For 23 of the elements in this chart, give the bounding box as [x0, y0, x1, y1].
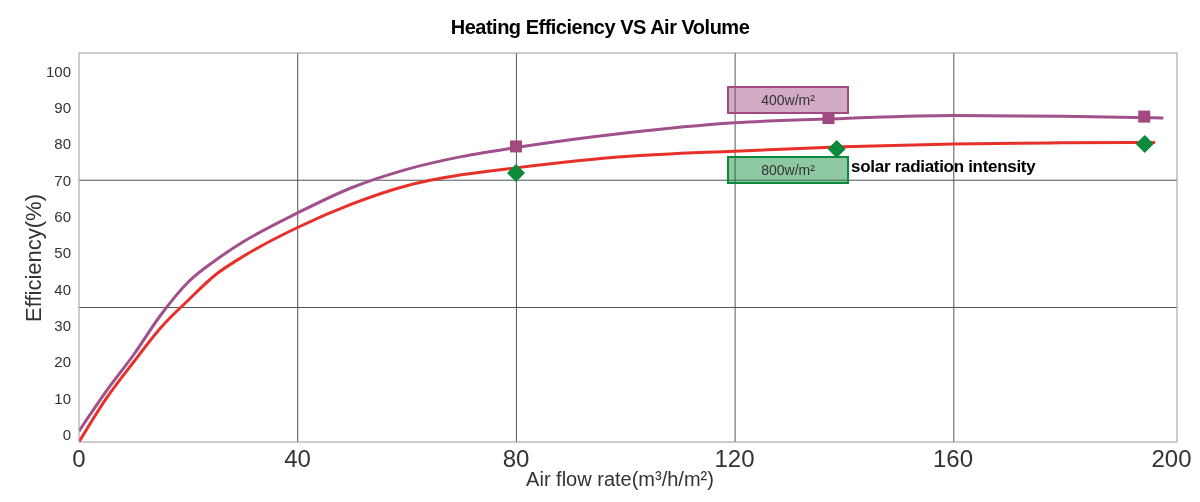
- y-tick-label: 70: [54, 171, 71, 189]
- chart-title: Heating Efficiency VS Air Volume: [449, 16, 751, 39]
- point: [507, 163, 526, 182]
- x-tick-label: 200: [1151, 445, 1192, 473]
- y-tick-label: 0: [62, 426, 71, 444]
- x-tick-label: 160: [933, 445, 974, 473]
- y-tick-label: 30: [54, 316, 71, 334]
- y-tick-label: 20: [54, 353, 71, 371]
- x-tick-label: 120: [714, 445, 755, 473]
- y-tick-label: 40: [54, 280, 71, 298]
- point: [827, 139, 846, 158]
- x-tick-label: 40: [284, 445, 311, 473]
- annotation: solar radiation intensity: [851, 156, 1036, 177]
- y-tick-label: 80: [54, 135, 71, 153]
- y-tick-label: 50: [54, 244, 71, 262]
- y-tick-label: 100: [45, 62, 71, 80]
- point: [510, 140, 523, 153]
- y-tick-label: 60: [54, 207, 71, 225]
- y-axis-title: Efficiency(%): [21, 193, 47, 324]
- y-tick-label: 10: [54, 389, 71, 407]
- y-tick-label: 90: [54, 98, 71, 116]
- point: [1138, 110, 1151, 123]
- point: [1135, 134, 1154, 153]
